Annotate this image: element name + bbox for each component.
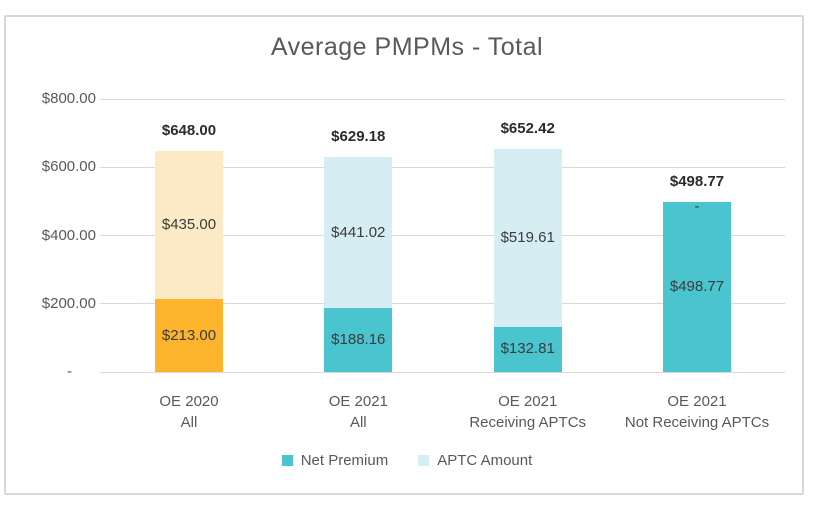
legend-label: Net Premium: [300, 452, 389, 469]
gridline-200: [100, 303, 785, 305]
gridline-0: [100, 371, 785, 373]
bar-segment-net-premium: [324, 307, 393, 372]
x-axis-category-label: OE 2020 All: [104, 391, 274, 433]
legend-item-net-premium: Net Premium: [281, 452, 389, 469]
bar-value-label-aptc-amount: $441.02: [331, 223, 386, 241]
x-axis-category-label: OE 2021 All: [273, 391, 443, 433]
bar-segment-aptc-amount: [324, 157, 393, 308]
x-axis-category-label: OE 2021 Not Receiving APTCs: [612, 391, 782, 433]
bar-value-label-net-premium: $132.81: [500, 340, 555, 358]
category-label-line: Receiving APTCs: [469, 414, 587, 431]
bar-total-label: $652.42: [500, 120, 555, 138]
bar-segment-net-premium: [155, 299, 223, 372]
bar-total-label: $629.18: [331, 128, 386, 146]
category-label-line: All: [180, 414, 198, 431]
x-axis-category-label: OE 2021 Receiving APTCs: [443, 391, 613, 433]
legend-swatch-icon: [281, 455, 293, 466]
chart-title: Average PMPMs - Total: [270, 33, 544, 61]
bar-value-label-net-premium: $498.77: [669, 277, 725, 295]
y-axis-tick-label: -: [67, 363, 72, 380]
bar-value-label-aptc-amount: $435.00: [161, 216, 217, 234]
y-axis-tick-label: $800.00: [41, 90, 96, 107]
category-label-line: Not Receiving APTCs: [624, 414, 770, 431]
category-label-line: OE 2020: [159, 393, 219, 410]
category-label-line: OE 2021: [667, 393, 727, 410]
bar-value-label-net-premium: $213.00: [161, 326, 217, 344]
legend-label: APTC Amount: [437, 452, 533, 469]
bar-value-label-net-premium: $188.16: [331, 330, 386, 348]
chart-legend: Net Premium APTC Amount: [4, 452, 810, 469]
y-axis-tick-label: $400.00: [41, 226, 96, 244]
bar-value-label-aptc-amount: -: [694, 197, 700, 215]
category-label-line: OE 2021: [328, 393, 388, 410]
bar-segment-net-premium: [493, 326, 562, 372]
bar-segment-net-premium: [663, 201, 731, 372]
category-label-line: OE 2021: [498, 393, 558, 410]
bar-total-label: $648.00: [161, 121, 217, 139]
y-axis-tick-label: $600.00: [41, 158, 96, 176]
category-label-line: All: [349, 414, 367, 431]
gridline-400: [100, 235, 785, 236]
gridline-800: [100, 98, 785, 100]
y-axis-tick-label: $200.00: [41, 294, 96, 312]
legend-item-aptc-amount: APTC Amount: [418, 452, 532, 469]
legend-swatch-icon: [418, 455, 430, 466]
bar-segment-aptc-amount: [155, 150, 223, 300]
bar-value-label-aptc-amount: $519.61: [500, 229, 555, 247]
bar-total-label: $498.77: [669, 172, 725, 190]
gridline-600: [100, 166, 785, 168]
bar-segment-aptc-amount: [493, 149, 562, 327]
